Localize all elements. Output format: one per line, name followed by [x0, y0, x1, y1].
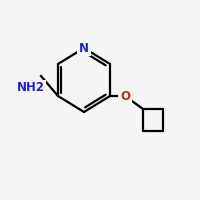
Text: N: N [79, 42, 89, 54]
Text: NH2: NH2 [17, 81, 45, 94]
Text: O: O [120, 90, 130, 102]
